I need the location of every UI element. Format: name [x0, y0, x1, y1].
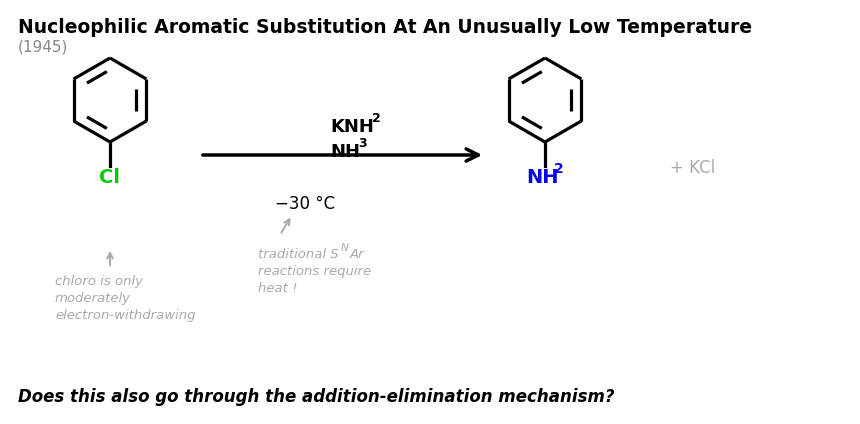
Text: NH: NH	[330, 143, 360, 161]
Text: traditional S: traditional S	[258, 248, 339, 261]
Text: moderately: moderately	[55, 292, 131, 305]
Text: Nucleophilic Aromatic Substitution At An Unusually Low Temperature: Nucleophilic Aromatic Substitution At An…	[18, 18, 752, 37]
Text: 3: 3	[358, 137, 366, 150]
Text: KNH: KNH	[330, 118, 374, 136]
Text: −30 °C: −30 °C	[275, 195, 335, 213]
Text: + KCl: + KCl	[670, 159, 716, 177]
Text: NH: NH	[526, 168, 559, 187]
Text: electron-withdrawing: electron-withdrawing	[55, 309, 195, 322]
Text: chloro is only: chloro is only	[55, 275, 143, 288]
Text: 2: 2	[372, 112, 381, 125]
Text: N: N	[341, 243, 349, 253]
Text: 2: 2	[554, 162, 564, 176]
Text: (1945): (1945)	[18, 40, 69, 55]
Text: Ar: Ar	[350, 248, 365, 261]
Text: reactions require: reactions require	[258, 265, 372, 278]
Text: Cl: Cl	[100, 168, 120, 187]
Text: heat !: heat !	[258, 282, 298, 295]
Text: Does this also go through the addition-elimination mechanism?: Does this also go through the addition-e…	[18, 388, 615, 406]
